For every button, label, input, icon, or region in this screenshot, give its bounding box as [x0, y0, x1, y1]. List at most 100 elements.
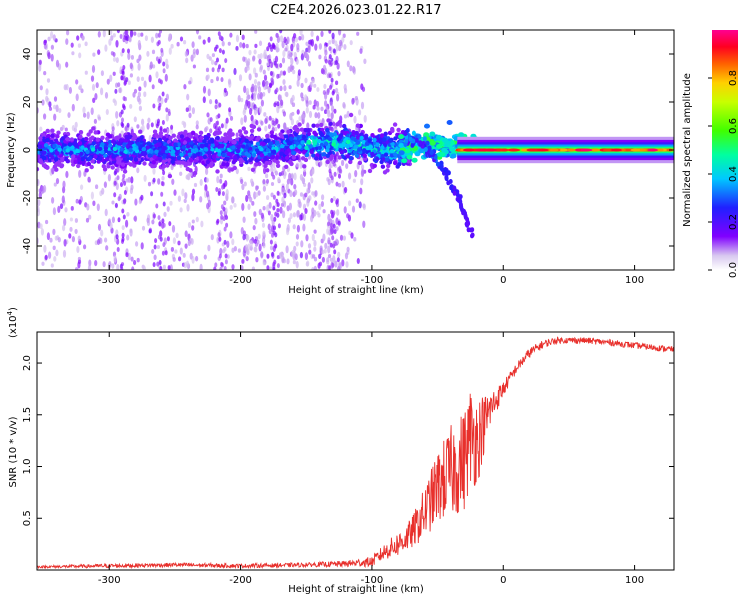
spectrogram-speckle — [55, 249, 59, 257]
spectrogram-speckle — [319, 160, 323, 167]
spectrogram-streak — [167, 265, 171, 270]
spectrogram-band-cell — [345, 144, 350, 149]
spectrogram-speckle — [43, 39, 47, 46]
spectrogram-streak — [152, 262, 156, 268]
spectrogram-band-cell — [41, 163, 47, 168]
spectrogram-band-cell — [209, 161, 214, 166]
spectrogram-speckle — [229, 204, 233, 210]
spectrogram-speckle — [288, 202, 292, 211]
spectrogram-speckle — [253, 211, 257, 217]
spectrogram-speckle — [38, 191, 42, 199]
spectrogram-streak — [216, 57, 219, 63]
spectrogram-speckle — [249, 107, 253, 116]
spectrogram-speckle — [247, 203, 251, 210]
spectrogram-streak — [114, 203, 118, 208]
spectrogram-band-cell — [100, 142, 105, 147]
spectrogram-speckle — [282, 70, 286, 76]
spectrogram-speckle — [310, 30, 314, 38]
spectrogram-speckle — [103, 181, 107, 188]
spectrogram-streak — [114, 88, 118, 94]
spectrogram-transition-cell — [439, 152, 446, 157]
spectrogram-speckle — [223, 200, 227, 206]
spectrogram-band-cell — [203, 147, 209, 152]
spectrogram-branch-cell — [446, 180, 451, 186]
spectrogram-speckle — [187, 239, 191, 247]
spectrogram-band-cell — [353, 150, 358, 155]
spectrogram-band-cell — [241, 126, 246, 131]
spectrogram-streak — [339, 168, 343, 174]
spectrogram-band-cell — [199, 143, 204, 149]
spectrogram-band-cell — [285, 155, 290, 160]
spectrogram-streak — [123, 199, 126, 205]
spectrogram-band-cell — [76, 163, 81, 169]
spectrogram-band-cell — [128, 162, 133, 167]
spectrogram-band-cell — [383, 152, 389, 157]
spectrogram-speckle — [253, 78, 258, 85]
spectrogram-speckle — [223, 210, 227, 216]
spectrogram-speckle — [324, 109, 328, 115]
spectrogram-speckle — [129, 30, 134, 38]
spectrogram-speckle — [190, 238, 194, 245]
spectrogram-band-cell — [102, 167, 108, 172]
spectrogram-speckle — [82, 106, 86, 114]
spectrogram-speckle — [131, 266, 135, 270]
spectrogram-speckle — [288, 172, 292, 181]
spectrogram-speckle — [296, 109, 300, 115]
spectrogram-speckle — [207, 199, 211, 208]
spectrogram-speckle — [331, 105, 335, 113]
spectrogram-speckle — [100, 229, 104, 237]
spectrogram-speckle — [296, 209, 300, 218]
colorbar-tick-label: 0.8 — [728, 70, 739, 86]
spectrogram-branch-cell — [410, 142, 415, 148]
spectrogram-speckle — [184, 192, 188, 200]
spectrogram-streak — [220, 261, 224, 267]
spectrogram-streak — [333, 229, 337, 235]
spectrogram-speckle — [112, 56, 117, 62]
spectrogram-streak — [170, 124, 174, 130]
spectrogram-band-cell — [188, 168, 193, 173]
spectrogram-speckle — [304, 77, 308, 84]
spectrogram-transition-cell — [411, 157, 418, 163]
spectrogram-speckle — [351, 205, 356, 213]
spectrogram-band-cell — [50, 155, 55, 160]
spectrogram-band-cell — [295, 128, 300, 133]
spectrogram-streak — [332, 48, 336, 54]
spectrogram-speckle — [321, 249, 325, 255]
spectrogram-y-axis-label: Frequency (Hz) — [6, 112, 17, 188]
spectrogram-speckle — [111, 126, 115, 132]
colorbar-tick-label: 0.0 — [728, 262, 739, 278]
spectrogram-speckle — [289, 112, 293, 121]
spectrogram-speckle — [263, 112, 267, 117]
spectrogram-speckle — [312, 104, 316, 110]
spectrogram-streak — [223, 87, 227, 93]
spectrogram-band-cell — [263, 163, 268, 169]
spectrogram-speckle — [279, 85, 283, 92]
spectrogram-speckle — [350, 232, 354, 239]
spectrogram-speckle — [289, 64, 293, 73]
spectrogram-speckle — [37, 199, 41, 207]
spectrogram-speckle — [292, 224, 296, 230]
spectrogram-peak — [475, 148, 486, 152]
spectrogram-band-cell — [235, 137, 240, 142]
spectrogram-speckle — [165, 58, 169, 66]
spectrogram-speckle — [202, 39, 206, 45]
spectrogram-speckle — [243, 181, 247, 187]
colorbar-ticks: 0.00.20.40.60.8 — [708, 70, 739, 278]
spectrogram-speckle — [360, 178, 364, 186]
spectrogram-speckle — [315, 159, 319, 166]
spectrogram-speckle — [316, 211, 320, 216]
spectrogram-band-cell — [348, 159, 353, 165]
spectrogram-speckle — [91, 83, 96, 91]
spectrogram-speckle — [113, 255, 117, 263]
spectrogram-band-cell — [297, 144, 302, 149]
spectrogram-band-cell — [142, 151, 148, 156]
spectrogram-speckle — [257, 233, 261, 240]
spectrogram-speckle — [304, 192, 308, 198]
spectrogram-band-cell — [354, 153, 360, 158]
spectrogram-speckle — [307, 85, 311, 92]
spectrogram-band-cell — [182, 140, 188, 145]
spectrogram-speckle — [142, 265, 146, 270]
spectrogram-band-cell — [67, 142, 73, 147]
